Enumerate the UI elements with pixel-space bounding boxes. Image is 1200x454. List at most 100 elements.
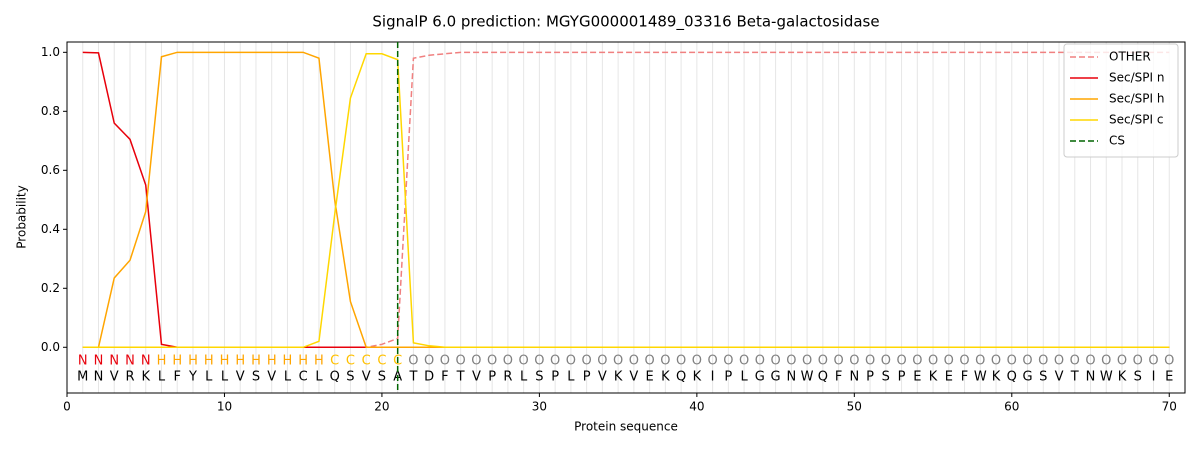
region-label: O (1038, 354, 1048, 369)
region-label: N (94, 354, 104, 369)
region-label: O (707, 354, 717, 369)
residue-label: E (945, 370, 953, 385)
region-label: H (172, 354, 182, 369)
residue-label: D (424, 370, 434, 385)
residue-label: G (755, 370, 765, 385)
region-label: O (833, 354, 843, 369)
region-label: O (471, 354, 481, 369)
residue-label: V (472, 370, 481, 385)
y-tick-label: 0.2 (41, 281, 60, 295)
residue-label: K (992, 370, 1001, 385)
region-label: O (534, 354, 544, 369)
region-label: O (865, 354, 875, 369)
region-label: O (928, 354, 938, 369)
y-tick-label: 1.0 (41, 45, 60, 59)
region-label: O (613, 354, 623, 369)
residue-label: W (801, 370, 814, 385)
residue-label: I (711, 370, 715, 385)
residue-label: S (252, 370, 260, 385)
region-label: O (1164, 354, 1174, 369)
region-label: H (188, 354, 198, 369)
legend-box (1063, 43, 1179, 158)
series-line (82, 53, 1170, 349)
legend-label: Sec/SPI n (1109, 71, 1164, 85)
residue-label: N (1086, 370, 1096, 385)
region-label: O (676, 354, 686, 369)
region-label: O (975, 354, 985, 369)
region-label: O (991, 354, 1001, 369)
residue-label: Q (818, 370, 828, 385)
region-label: H (267, 354, 277, 369)
y-axis-label: Probability (15, 185, 29, 248)
x-tick-label: 40 (689, 400, 704, 414)
residue-label: V (598, 370, 607, 385)
residue-label: T (408, 370, 417, 385)
y-tick-label: 0.6 (41, 163, 60, 177)
y-tick-label: 0.8 (41, 104, 60, 118)
region-label: O (597, 354, 607, 369)
region-label: N (109, 354, 119, 369)
residue-label: R (125, 370, 134, 385)
residue-label: E (913, 370, 921, 385)
residue-label: S (1134, 370, 1142, 385)
residue-label: S (535, 370, 543, 385)
residue-label: G (771, 370, 781, 385)
region-label: O (519, 354, 529, 369)
residue-label: V (267, 370, 276, 385)
region-label: H (251, 354, 261, 369)
region-label: H (157, 354, 167, 369)
residue-label: W (974, 370, 987, 385)
region-label: N (78, 354, 88, 369)
residue-label: V (110, 370, 119, 385)
region-label: O (660, 354, 670, 369)
residue-label: L (567, 370, 575, 385)
region-label: O (1054, 354, 1064, 369)
residue-label: Q (330, 370, 340, 385)
region-label: H (298, 354, 308, 369)
region-label: C (362, 354, 371, 369)
residue-label: T (1070, 370, 1079, 385)
residue-label: P (488, 370, 496, 385)
residue-label: K (614, 370, 623, 385)
residue-label: P (898, 370, 906, 385)
region-label: O (1007, 354, 1017, 369)
region-label: O (503, 354, 513, 369)
region-label: O (582, 354, 592, 369)
residue-label: R (503, 370, 512, 385)
region-label: O (802, 354, 812, 369)
x-axis-label: Protein sequence (574, 420, 678, 434)
region-label: O (1148, 354, 1158, 369)
region-label: O (456, 354, 466, 369)
residue-label: P (583, 370, 591, 385)
residue-label: F (961, 370, 968, 385)
residue-label: Y (188, 370, 197, 385)
x-tick-label: 50 (847, 400, 862, 414)
region-label: N (125, 354, 135, 369)
region-label: O (645, 354, 655, 369)
residue-label: S (882, 370, 890, 385)
residue-label: L (158, 370, 166, 385)
y-tick-label: 0.4 (41, 222, 60, 236)
x-tick-label: 20 (374, 400, 389, 414)
y-tick-label: 0.0 (41, 340, 60, 354)
residue-label: N (94, 370, 104, 385)
region-label: O (1133, 354, 1143, 369)
residue-label: S (346, 370, 354, 385)
region-label: O (849, 354, 859, 369)
residue-label: N (849, 370, 859, 385)
residue-label: L (315, 370, 323, 385)
region-label: N (141, 354, 151, 369)
residue-label: L (205, 370, 213, 385)
residue-label: P (724, 370, 732, 385)
residue-label: L (520, 370, 528, 385)
residue-label: V (629, 370, 638, 385)
residue-label: N (786, 370, 796, 385)
region-label: O (1022, 354, 1032, 369)
series-line (82, 51, 1170, 349)
region-label: O (408, 354, 418, 369)
series-line (82, 51, 1170, 349)
region-label: O (1085, 354, 1095, 369)
region-label: O (1117, 354, 1127, 369)
region-label: O (550, 354, 560, 369)
region-label: O (566, 354, 576, 369)
